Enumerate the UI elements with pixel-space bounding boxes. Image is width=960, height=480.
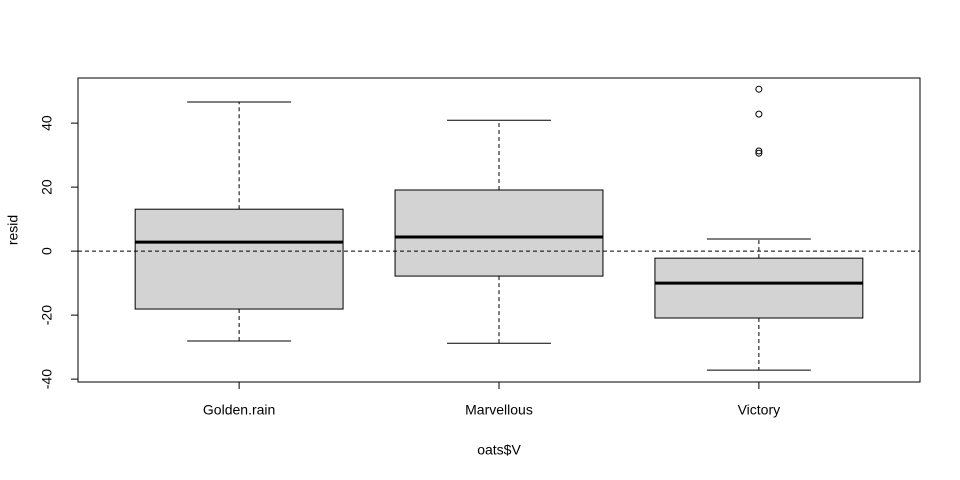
y-tick-label: 20 bbox=[39, 179, 55, 195]
x-tick-label: Marvellous bbox=[465, 402, 533, 418]
y-tick-label: 0 bbox=[39, 247, 55, 255]
outlier bbox=[755, 147, 763, 155]
y-tick-label: -20 bbox=[39, 305, 55, 325]
y-tick-label: -40 bbox=[39, 369, 55, 389]
box bbox=[394, 189, 604, 277]
outlier bbox=[755, 149, 763, 157]
x-tick-label: Golden.rain bbox=[203, 402, 275, 418]
x-tick-label: Victory bbox=[738, 402, 781, 418]
box bbox=[134, 208, 344, 310]
outlier bbox=[755, 110, 763, 118]
y-tick-label: 40 bbox=[39, 115, 55, 131]
x-axis-label: oats$V bbox=[477, 442, 521, 458]
outlier bbox=[755, 85, 763, 93]
box bbox=[654, 257, 864, 319]
y-axis-label: resid bbox=[5, 215, 21, 245]
